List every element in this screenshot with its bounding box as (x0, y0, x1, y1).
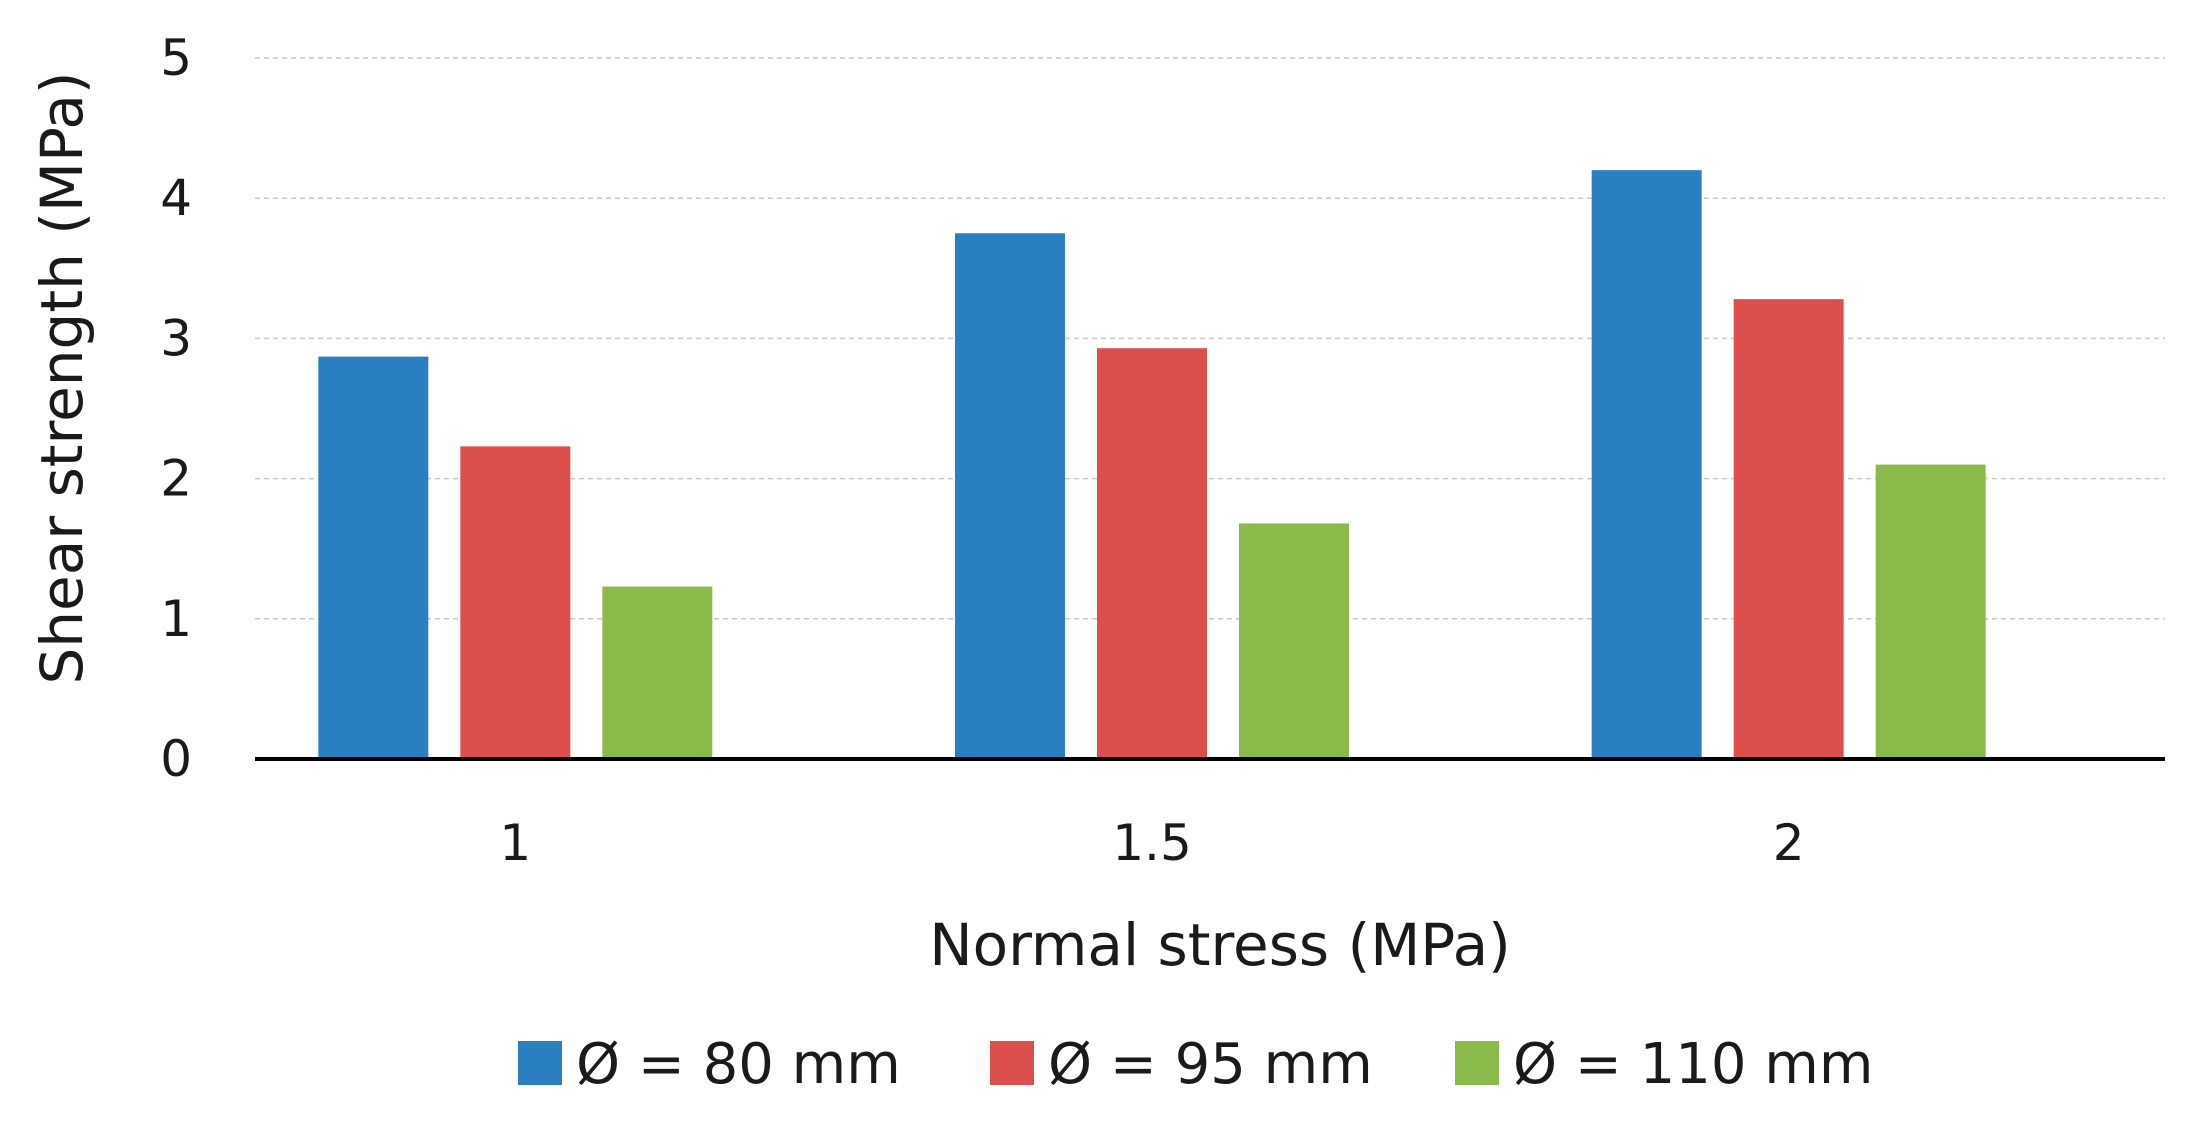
bar (1875, 464, 1986, 759)
y-axis-title: Shear strength (MPa) (28, 71, 96, 684)
bar (1097, 348, 1207, 759)
y-tick-label: 0 (160, 730, 192, 788)
y-tick-label: 5 (160, 29, 192, 87)
bar (955, 233, 1065, 759)
legend-swatch (518, 1041, 562, 1085)
gridlines (255, 57, 2165, 620)
bar (1591, 170, 1702, 759)
y-tick-label: 1 (160, 590, 192, 648)
legend-label: Ø = 95 mm (1048, 1032, 1373, 1097)
legend-swatch (1455, 1041, 1499, 1085)
y-tick-label: 2 (160, 450, 192, 508)
y-tick-label: 4 (160, 169, 192, 227)
axes: 0 1 2 3 4 5 1 1.5 2 (160, 29, 2165, 872)
legend-label: Ø = 80 mm (576, 1032, 901, 1097)
legend: Ø = 80 mm Ø = 95 mm Ø = 110 mm (518, 1032, 1873, 1097)
x-axis-title: Normal stress (MPa) (929, 911, 1511, 979)
x-tick-label: 1 (499, 814, 531, 872)
bar (1733, 299, 1844, 759)
bars (318, 170, 1986, 759)
y-tick-label: 3 (160, 309, 192, 367)
bar (602, 586, 713, 759)
bar (318, 356, 429, 759)
bar (460, 446, 571, 759)
legend-label: Ø = 110 mm (1513, 1032, 1873, 1097)
x-tick-label: 1.5 (1112, 814, 1192, 872)
x-tick-label: 2 (1773, 814, 1805, 872)
bar (1239, 523, 1349, 759)
legend-swatch (990, 1041, 1034, 1085)
